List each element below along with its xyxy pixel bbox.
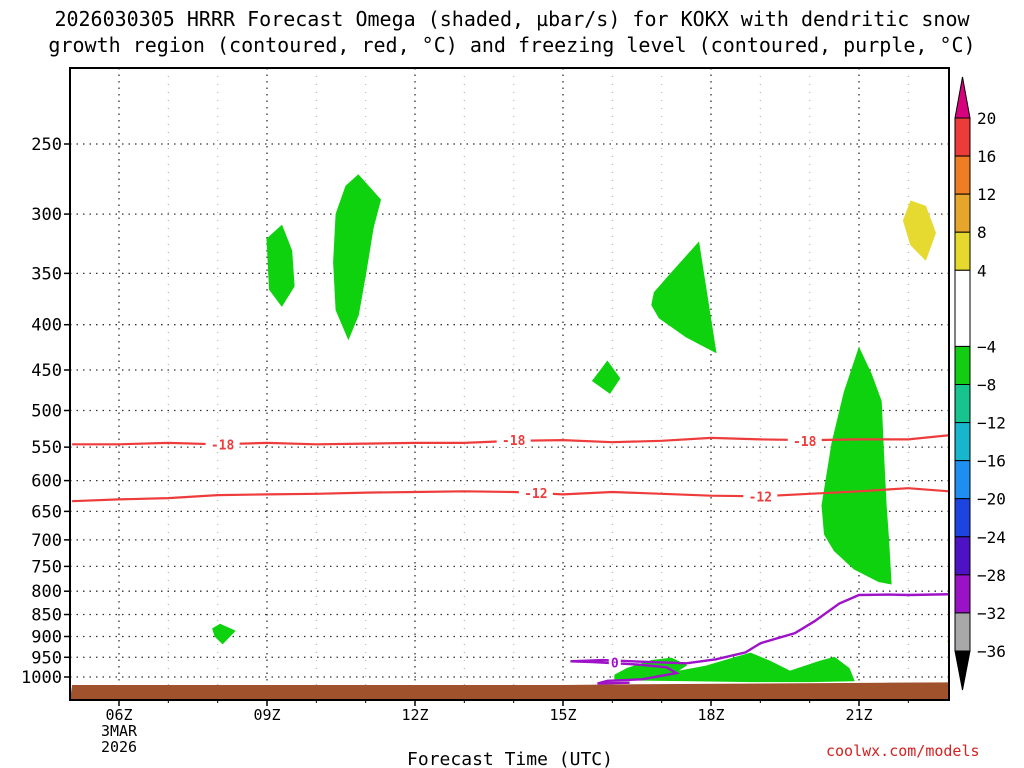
colorbar-label: 20 bbox=[977, 109, 996, 128]
colorbar-top-arrow bbox=[954, 76, 971, 119]
colorbar-label: −36 bbox=[977, 642, 1006, 661]
contour-label-bg bbox=[608, 655, 621, 670]
colorbar-bin bbox=[954, 536, 971, 576]
omega-area bbox=[591, 360, 621, 394]
omega-area bbox=[651, 241, 717, 354]
x-axis-label: Forecast Time (UTC) bbox=[407, 749, 613, 768]
title-line-2: growth region (contoured, red, °C) and f… bbox=[48, 33, 976, 57]
dgz-contour-label: -18 bbox=[793, 435, 817, 450]
terrain bbox=[70, 682, 949, 700]
dgz-contour-label: -18 bbox=[211, 438, 235, 453]
colorbar-bin bbox=[954, 269, 971, 347]
y-tick-label: 600 bbox=[31, 472, 62, 492]
freezing-level-label: 0 bbox=[611, 657, 619, 672]
y-tick-label: 300 bbox=[31, 205, 62, 225]
dgz-contour-label: -12 bbox=[749, 490, 772, 505]
colorbar-label: −32 bbox=[977, 604, 1006, 623]
colorbar: 20 16 12 8 4 −4 −8 −12 −16 −20 −24 −28 −32 −36 bbox=[954, 76, 1006, 691]
title-line-1: 2026030305 HRRR Forecast Omega (shaded, … bbox=[54, 7, 970, 31]
x-tick-label: 15Z bbox=[549, 706, 576, 724]
credit-text: coolwx.com/models bbox=[826, 742, 980, 760]
y-tick-label: 850 bbox=[31, 606, 62, 626]
colorbar-label: 4 bbox=[977, 261, 987, 280]
y-tick-label: 400 bbox=[31, 316, 62, 336]
x-tick-label: 09Z bbox=[253, 706, 280, 724]
x-tick-label: 21Z bbox=[845, 706, 872, 724]
y-tick-label: 350 bbox=[31, 264, 62, 284]
colorbar-label: −28 bbox=[977, 566, 1006, 585]
x-tick-label: 18Z bbox=[697, 706, 724, 724]
colorbar-bin bbox=[954, 345, 971, 385]
freezing-level-line bbox=[570, 593, 949, 685]
colorbar-bin bbox=[954, 384, 971, 424]
contour-label-bg bbox=[496, 433, 531, 448]
colorbar-bin bbox=[954, 498, 971, 538]
dgz-contour-label: -12 bbox=[524, 487, 547, 502]
omega-area bbox=[902, 200, 937, 261]
x-tick-label: 12Z bbox=[401, 706, 428, 724]
colorbar-bottom-arrow bbox=[954, 650, 971, 691]
y-tick-label: 950 bbox=[31, 648, 62, 668]
omega-shading bbox=[212, 174, 949, 683]
date-label: 2026 bbox=[101, 738, 137, 756]
omega-area bbox=[333, 174, 382, 341]
colorbar-label: 16 bbox=[977, 147, 996, 166]
omega-area bbox=[821, 346, 892, 585]
colorbar-label: −20 bbox=[977, 490, 1006, 509]
chart-title: 2026030305 HRRR Forecast Omega (shaded, … bbox=[0, 6, 1024, 58]
y-tick-label: 500 bbox=[31, 402, 62, 422]
dgz-contour-label: -18 bbox=[502, 434, 526, 449]
contour-label-bg bbox=[518, 486, 553, 501]
colorbar-bin bbox=[954, 422, 971, 462]
colorbar-label: −12 bbox=[977, 414, 1006, 433]
y-tick-label: 800 bbox=[31, 582, 62, 602]
y-tick-label: 450 bbox=[31, 361, 62, 381]
y-tick-label: 900 bbox=[31, 627, 62, 647]
colorbar-label: −8 bbox=[977, 376, 996, 395]
date-label: 3MAR bbox=[101, 722, 138, 740]
y-tick-label: 750 bbox=[31, 557, 62, 577]
colorbar-bin bbox=[954, 460, 971, 500]
colorbar-bin bbox=[954, 193, 971, 233]
colorbar-label: 12 bbox=[977, 185, 996, 204]
y-tick-label: 250 bbox=[31, 135, 62, 155]
omega-area bbox=[212, 623, 236, 645]
y-axis: 2503003504004505005506006507007508008509… bbox=[21, 135, 70, 688]
plot-background bbox=[70, 68, 949, 700]
contour-lines: -18 -18 -18 -12 -12 0 bbox=[72, 433, 949, 685]
colorbar-bin bbox=[954, 117, 971, 157]
colorbar-bin bbox=[954, 574, 971, 614]
colorbar-label: −24 bbox=[977, 528, 1006, 547]
y-tick-label: 700 bbox=[31, 531, 62, 551]
contour-label-bg bbox=[743, 489, 778, 504]
colorbar-label: −16 bbox=[977, 452, 1006, 471]
colorbar-bin bbox=[954, 612, 971, 652]
y-tick-label: 1000 bbox=[21, 668, 62, 688]
plot-frame bbox=[69, 67, 950, 701]
contour-label-bg bbox=[787, 433, 822, 448]
y-tick-label: 550 bbox=[31, 438, 62, 458]
terrain-shading bbox=[70, 682, 949, 700]
colorbar-bin bbox=[954, 231, 971, 271]
colorbar-label: 8 bbox=[977, 223, 987, 242]
omega-area bbox=[266, 224, 295, 307]
x-tick-label: 06Z bbox=[105, 706, 132, 724]
colorbar-label: −4 bbox=[977, 337, 996, 356]
contour-label-bg bbox=[205, 437, 240, 452]
colorbar-bin bbox=[954, 155, 971, 195]
y-tick-label: 650 bbox=[31, 502, 62, 522]
